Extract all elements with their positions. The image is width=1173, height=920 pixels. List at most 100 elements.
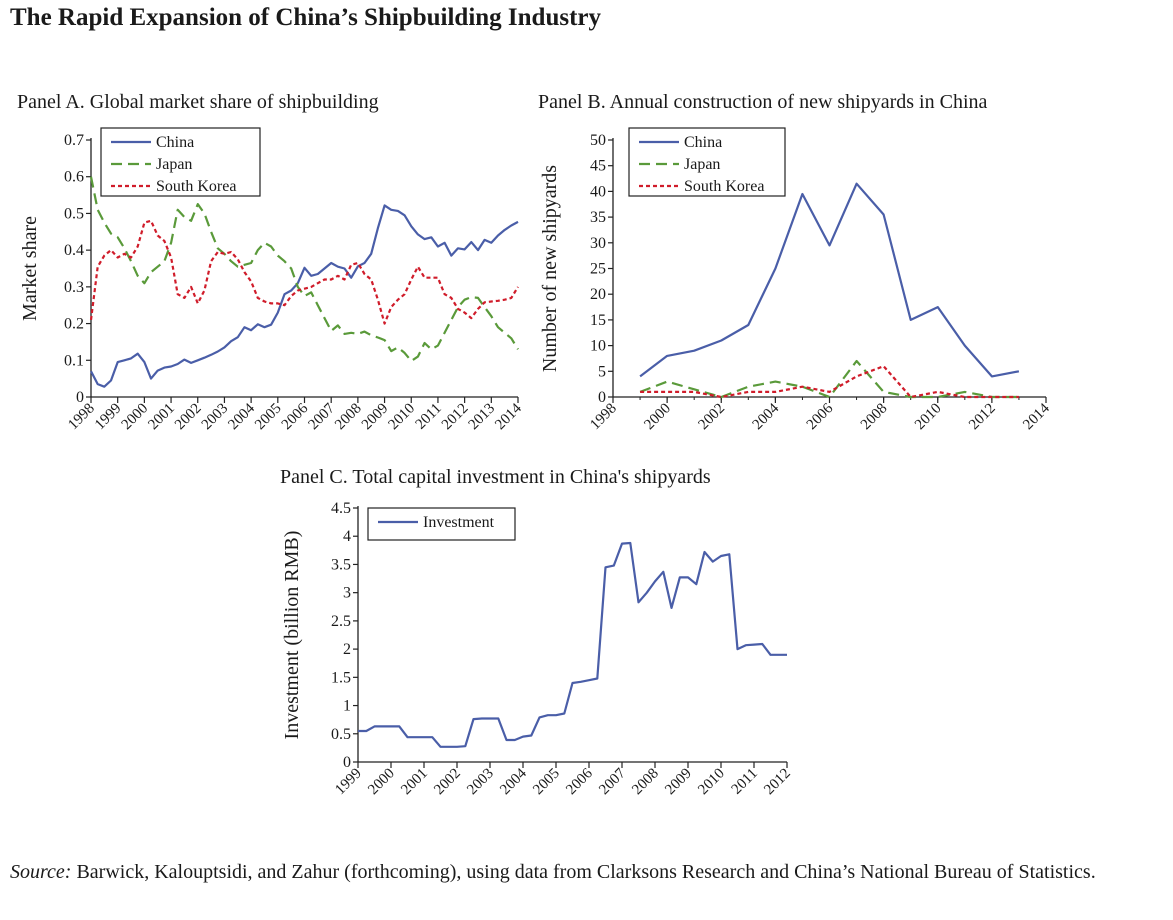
panel-title: Panel B. Annual construction of new ship… bbox=[538, 91, 988, 113]
y-tick-label: 2 bbox=[343, 641, 351, 658]
series-line-south-korea bbox=[89, 219, 519, 325]
x-tick-label: 1999 bbox=[332, 766, 365, 799]
x-tick-label: 2008 bbox=[858, 401, 891, 434]
y-tick-label: 0.3 bbox=[64, 279, 84, 296]
x-tick-label: 2006 bbox=[804, 400, 837, 433]
y-tick-label: 0.7 bbox=[64, 132, 84, 149]
y-tick-label: 0.4 bbox=[64, 242, 84, 259]
panel-a: Panel A. Global market share of shipbuil… bbox=[17, 91, 525, 433]
x-tick-label: 2001 bbox=[398, 766, 431, 799]
x-tick-label: 2006 bbox=[563, 765, 596, 798]
panel-b: Panel B. Annual construction of new ship… bbox=[538, 91, 1053, 433]
x-tick-label: 2011 bbox=[729, 766, 761, 798]
panel-c: Panel C. Total capital investment in Chi… bbox=[280, 466, 794, 798]
x-tick-label: 2011 bbox=[413, 401, 445, 433]
y-tick-label: 1 bbox=[343, 698, 351, 715]
x-tick-label: 2002 bbox=[696, 401, 729, 434]
x-tick-label: 2014 bbox=[492, 400, 525, 433]
y-tick-label: 4 bbox=[343, 528, 351, 545]
legend-label: Japan bbox=[156, 156, 192, 173]
source-note: Source: Barwick, Kalouptsidi, and Zahur … bbox=[10, 858, 1130, 886]
y-axis-label: Number of new shipyards bbox=[539, 165, 561, 372]
x-tick-label: 1999 bbox=[92, 401, 125, 434]
x-tick-label: 2012 bbox=[966, 401, 999, 434]
x-tick-label: 2002 bbox=[431, 766, 464, 799]
x-tick-label: 2002 bbox=[172, 401, 205, 434]
x-tick-label: 2004 bbox=[497, 765, 530, 798]
x-tick-label: 2005 bbox=[252, 401, 285, 434]
x-tick-label: 2009 bbox=[359, 401, 392, 434]
y-tick-label: 0 bbox=[598, 389, 606, 406]
source-label: Source: bbox=[10, 861, 72, 883]
legend-label: China bbox=[156, 134, 194, 151]
y-tick-label: 3 bbox=[343, 585, 351, 602]
y-tick-label: 0 bbox=[76, 389, 84, 406]
y-tick-label: 45 bbox=[590, 158, 606, 175]
y-tick-label: 0.5 bbox=[64, 205, 84, 222]
x-tick-label: 2001 bbox=[145, 401, 178, 434]
x-tick-label: 2010 bbox=[695, 766, 728, 799]
x-tick-label: 2000 bbox=[641, 401, 674, 434]
legend: China Japan South Korea bbox=[628, 127, 786, 197]
legend: China Japan South Korea bbox=[100, 127, 261, 197]
x-tick-label: 2010 bbox=[912, 401, 945, 434]
legend-box bbox=[367, 507, 516, 541]
y-tick-label: 40 bbox=[590, 183, 606, 200]
legend-label: South Korea bbox=[684, 178, 764, 195]
series-line-japan bbox=[639, 359, 1019, 399]
legend-label: South Korea bbox=[156, 178, 236, 195]
x-tick-label: 2007 bbox=[596, 765, 629, 798]
x-tick-label: 2004 bbox=[750, 400, 783, 433]
y-tick-label: 30 bbox=[590, 235, 606, 252]
legend-label: Investment bbox=[423, 514, 495, 531]
series-line-south-korea bbox=[640, 365, 1019, 399]
x-tick-label: 2007 bbox=[305, 400, 338, 433]
x-tick-label: 2013 bbox=[466, 401, 499, 434]
legend-label: Japan bbox=[684, 156, 720, 173]
x-tick-label: 2014 bbox=[1020, 400, 1053, 433]
x-tick-label: 2008 bbox=[332, 401, 365, 434]
x-tick-label: 2009 bbox=[662, 766, 695, 799]
y-tick-label: 20 bbox=[590, 286, 606, 303]
y-tick-label: 25 bbox=[590, 261, 606, 278]
y-tick-label: 0.2 bbox=[64, 316, 84, 333]
y-tick-label: 2.5 bbox=[331, 613, 351, 630]
x-tick-label: 1998 bbox=[65, 401, 98, 434]
legend-label: China bbox=[684, 134, 722, 151]
y-tick-label: 3.5 bbox=[331, 556, 351, 573]
y-tick-label: 10 bbox=[590, 338, 606, 355]
y-axis-label: Investment (billion RMB) bbox=[281, 531, 303, 740]
x-tick-label: 2006 bbox=[279, 400, 312, 433]
x-tick-label: 1998 bbox=[587, 401, 620, 434]
x-tick-label: 2003 bbox=[199, 401, 232, 434]
x-tick-label: 2012 bbox=[439, 401, 472, 434]
x-tick-label: 2004 bbox=[225, 400, 258, 433]
y-tick-label: 0 bbox=[343, 754, 351, 771]
y-tick-label: 15 bbox=[590, 312, 606, 329]
series-line-japan bbox=[89, 176, 519, 363]
y-axis-label: Market share bbox=[19, 216, 41, 321]
panel-title: Panel A. Global market share of shipbuil… bbox=[17, 91, 379, 113]
x-tick-label: 2005 bbox=[530, 766, 563, 799]
y-tick-label: 0.5 bbox=[331, 726, 351, 743]
legend: Investment bbox=[367, 507, 516, 541]
legend-box bbox=[100, 127, 261, 197]
y-tick-label: 0.1 bbox=[64, 352, 84, 369]
series-line-china bbox=[90, 204, 519, 388]
x-tick-label: 2000 bbox=[365, 766, 398, 799]
legend-box bbox=[628, 127, 786, 197]
y-tick-label: 4.5 bbox=[331, 500, 351, 517]
figure-title: The Rapid Expansion of China’s Shipbuild… bbox=[10, 4, 602, 31]
x-tick-label: 2012 bbox=[761, 766, 794, 799]
x-tick-label: 2003 bbox=[464, 766, 497, 799]
series-line-china bbox=[639, 182, 1020, 378]
x-tick-label: 2000 bbox=[119, 401, 152, 434]
series-line-investment bbox=[358, 541, 787, 748]
y-tick-label: 50 bbox=[590, 132, 606, 149]
y-tick-label: 0.6 bbox=[64, 169, 84, 186]
y-tick-label: 1.5 bbox=[331, 669, 351, 686]
y-tick-label: 35 bbox=[590, 209, 606, 226]
source-text: Barwick, Kalouptsidi, and Zahur (forthco… bbox=[71, 861, 1096, 883]
x-tick-label: 2010 bbox=[386, 401, 419, 434]
